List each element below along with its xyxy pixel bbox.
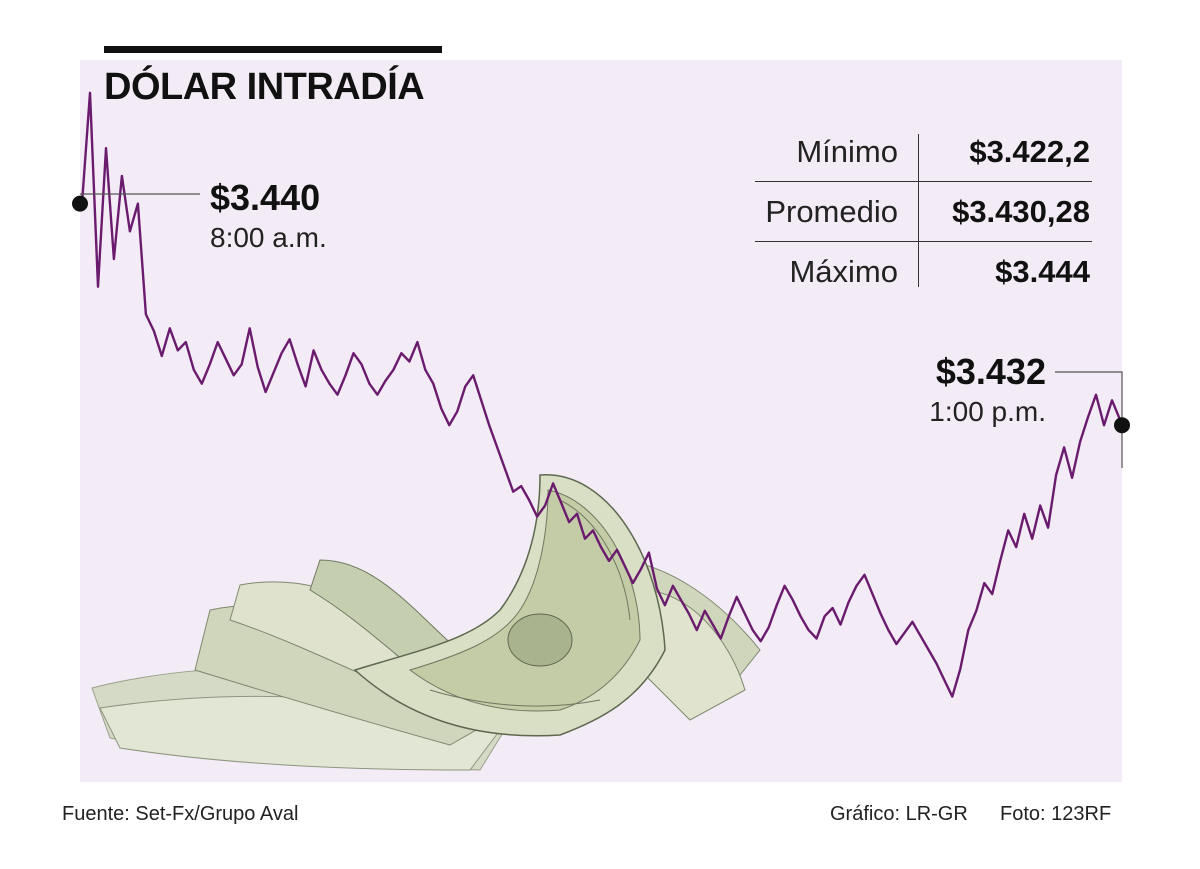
open-value-label: $3.440	[210, 177, 321, 218]
close-value-label: $3.432	[935, 351, 1046, 392]
open-marker	[72, 195, 88, 212]
open-time-label: 8:00 a.m.	[210, 222, 327, 253]
dollar-bills-photo	[91, 474, 761, 771]
stat-min-label: Mínimo	[796, 134, 898, 169]
close-callout-leader	[1055, 371, 1123, 468]
chart-line-layer	[80, 91, 1122, 698]
source-note: Fuente: Set-Fx/Grupo Aval	[62, 803, 299, 825]
title-rule	[104, 46, 442, 53]
stat-max-label: Máximo	[789, 254, 898, 289]
stat-max-value: $3.444	[995, 254, 1090, 289]
photo-credit: Foto: 123RF	[1000, 803, 1112, 825]
close-time-label: 1:00 p.m.	[929, 396, 1046, 427]
stats-column-divider	[918, 134, 919, 287]
stat-avg-label: Promedio	[765, 194, 898, 229]
stats-row-divider	[755, 241, 1092, 242]
close-marker	[1114, 417, 1130, 434]
chart-title: DÓLAR INTRADÍA	[104, 66, 425, 108]
stat-avg-value: $3.430,28	[952, 194, 1090, 229]
graphic-credit: Gráfico: LR-GR	[830, 803, 968, 825]
stats-row-divider	[755, 181, 1092, 182]
price-line	[80, 91, 1122, 698]
chart-marker-layer	[72, 195, 1130, 434]
stat-min-value: $3.422,2	[969, 134, 1090, 169]
